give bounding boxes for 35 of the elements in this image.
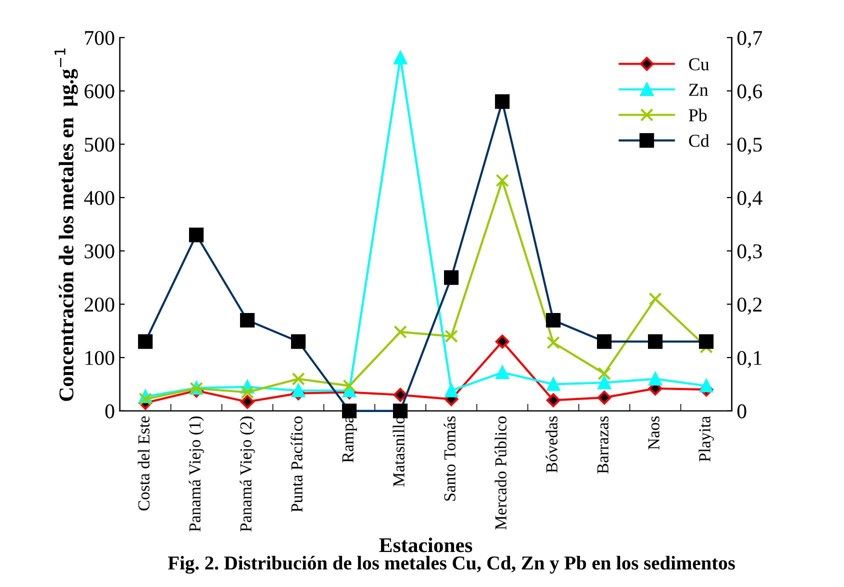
y2-tick-label: 0,4 [737,190,762,208]
y-tick-label: 200 [84,298,114,312]
x-tick-label: Costa del Este [138,416,150,510]
y-tick-label: 100 [86,350,114,365]
x-tick-label: Bóvedas [546,416,558,473]
y-tick-label: 0 [105,404,114,418]
legend-label: Cd [689,134,710,147]
y2-tick-label: 0,6 [737,84,762,102]
x-tick-label: Playita [698,416,714,462]
y-tick-label: 400 [84,190,114,205]
y-axis-title: Concentración de los metales en µg.g$^{−1}$ [54,48,78,401]
x-tick-label: Barrazas [597,416,608,474]
y2-tick-label: 0,1 [737,350,762,368]
y-tick-label: 500 [84,138,114,152]
x-tick-label: Matasnillo [392,416,404,487]
x-tick-label: Punta Pacífico [290,416,302,512]
text: Fig. 2. Distribución de los metales Cu, Cd, Zn y Pb en los sedimentos [168,556,735,574]
y2-tick-label: 0 [737,404,746,418]
x-tick-label: Panamá Viejo (2) [240,416,255,532]
y-tick-label: 300 [84,244,114,258]
x-tick-label: Panamá Viejo (1) [188,416,204,532]
y2-tick-label: 0,7 [737,30,762,48]
y2-tick-label: 0,3 [737,244,762,262]
y2-tick-label: 0,5 [737,138,762,155]
x-tick-label: Mercado Público [494,416,506,530]
x-tick-label: Naos [648,416,660,450]
y-tick-label: 700 [85,30,114,45]
y2-tick-label: 0,2 [737,298,762,315]
y-tick-label: 600 [84,84,114,98]
x-tick-label: Santo Tomás [444,416,456,501]
legend-label: Zn [689,84,708,96]
x-axis-title: Estaciones [379,538,472,552]
legend-label: Cu [689,58,710,70]
legend-label: Pb [688,108,707,122]
x-tick-label: Rampa [342,416,357,462]
